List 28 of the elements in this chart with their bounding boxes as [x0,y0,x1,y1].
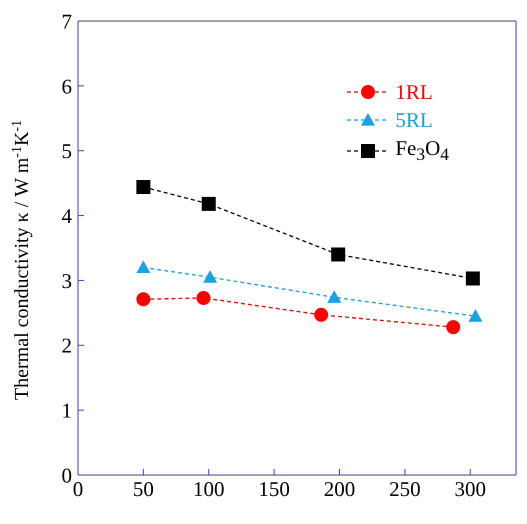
point [136,180,150,194]
point [446,320,460,334]
point [202,196,216,211]
point [203,270,218,283]
y-tick-label: 6 [62,74,72,98]
y-tick-label: 2 [62,334,72,358]
legend-label: 5RL [395,107,433,134]
x-tick-label: 50 [132,476,154,501]
point [314,308,328,322]
y-tick-label: 4 [62,204,72,228]
point [466,271,480,286]
legend-label: Fe$_{3}$O$_{4}$ [395,135,449,166]
x-tick-label: 200 [324,476,356,501]
point [136,292,150,306]
y-tick-label: 5 [62,139,72,164]
point [468,309,482,322]
point [136,260,150,274]
x-tick-label: 100 [192,476,224,501]
y-tick-label: 1 [62,398,72,423]
x-tick-label: 150 [258,476,290,501]
point [327,290,342,303]
x-tick-label: 300 [454,476,486,501]
y-tick-label: 7 [62,9,72,34]
point [331,247,346,262]
y-tick-label: 3 [62,268,72,293]
x-tick-label: 250 [389,476,421,501]
point [196,290,211,305]
legend-label: 1RL [395,79,433,106]
